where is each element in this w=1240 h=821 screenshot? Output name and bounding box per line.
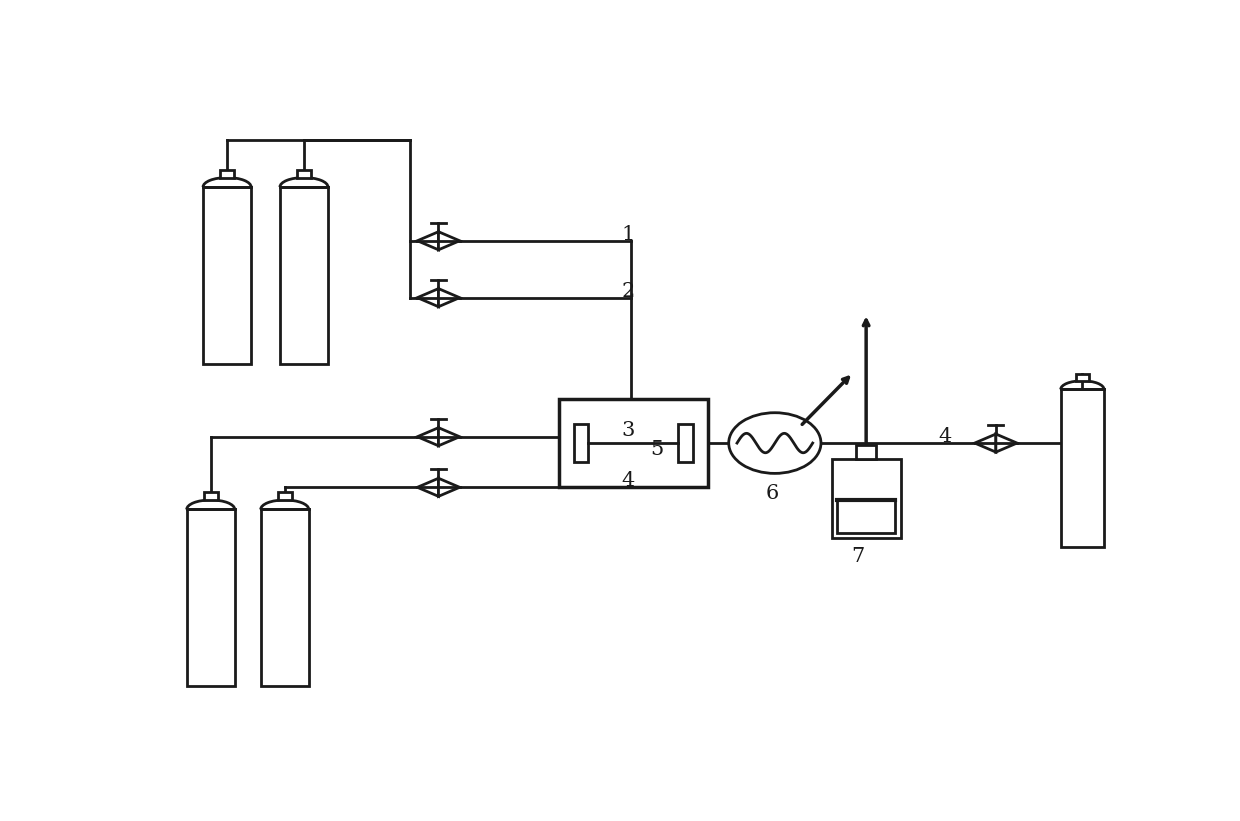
- Text: 4: 4: [621, 471, 635, 490]
- Bar: [219, 170, 234, 177]
- Bar: [837, 500, 895, 533]
- Text: 1: 1: [621, 225, 635, 244]
- Bar: [187, 509, 234, 686]
- Bar: [1060, 389, 1104, 548]
- Bar: [558, 399, 708, 488]
- Bar: [574, 424, 589, 461]
- Text: 2: 2: [621, 282, 635, 300]
- Polygon shape: [439, 232, 460, 250]
- Bar: [260, 509, 309, 686]
- Polygon shape: [975, 434, 996, 452]
- Bar: [278, 492, 291, 500]
- Circle shape: [729, 413, 821, 474]
- Text: 4: 4: [939, 427, 951, 447]
- Polygon shape: [418, 289, 439, 307]
- Bar: [296, 170, 311, 177]
- Polygon shape: [418, 428, 439, 446]
- Text: 5: 5: [650, 440, 663, 459]
- Polygon shape: [996, 434, 1017, 452]
- Polygon shape: [439, 479, 460, 497]
- Text: 3: 3: [621, 421, 635, 440]
- Bar: [1076, 374, 1089, 381]
- Polygon shape: [418, 232, 439, 250]
- Polygon shape: [439, 289, 460, 307]
- Bar: [678, 424, 693, 461]
- Bar: [203, 492, 218, 500]
- Bar: [203, 187, 250, 364]
- Bar: [857, 445, 875, 459]
- Text: 6: 6: [765, 484, 779, 503]
- Bar: [832, 459, 900, 538]
- Polygon shape: [418, 479, 439, 497]
- Polygon shape: [439, 428, 460, 446]
- Text: 7: 7: [852, 548, 866, 566]
- Bar: [280, 187, 327, 364]
